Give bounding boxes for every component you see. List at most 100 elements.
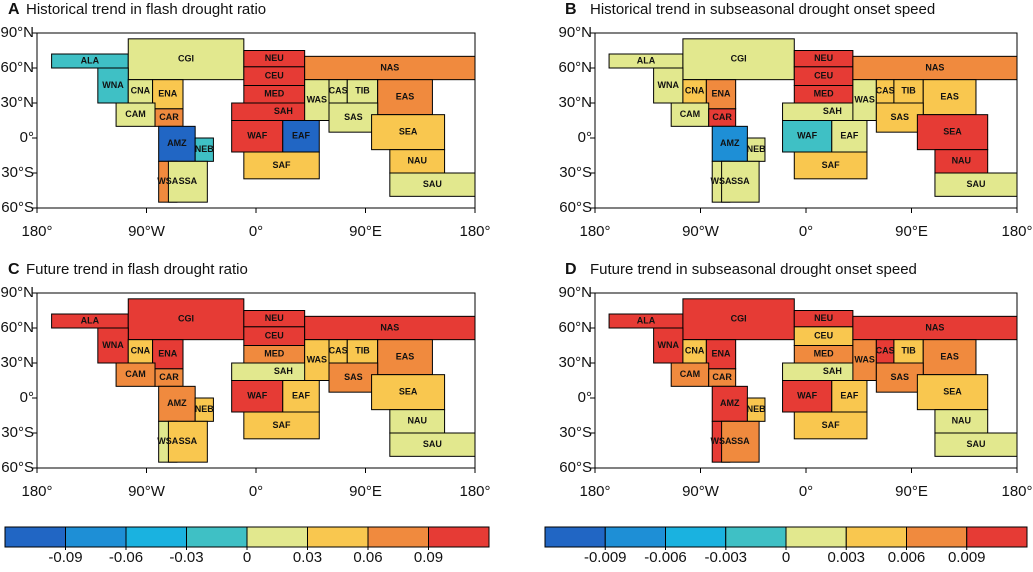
region-label: AMZ bbox=[720, 138, 740, 148]
x-tick-label: 180° bbox=[459, 483, 490, 500]
region-label: CNA bbox=[131, 346, 151, 356]
region-label: CGI bbox=[731, 314, 747, 324]
region-label: CAS bbox=[329, 346, 348, 356]
region bbox=[653, 67, 684, 104]
panel-title: Historical trend in flash drought ratio bbox=[26, 1, 266, 18]
region-label: MED bbox=[814, 89, 835, 99]
region bbox=[682, 38, 795, 81]
region bbox=[243, 151, 320, 180]
region-label: WAF bbox=[797, 391, 817, 401]
region-label: NAU bbox=[952, 416, 972, 426]
region bbox=[97, 67, 129, 104]
region-label: SSA bbox=[179, 436, 198, 446]
y-tick-label: 30°S bbox=[1, 424, 34, 441]
region-label: ENA bbox=[158, 89, 178, 99]
y-tick-label: 90°N bbox=[0, 284, 34, 301]
colorbar-tick-label: 0.006 bbox=[888, 549, 926, 566]
region-label: EAF bbox=[292, 391, 311, 401]
x-tick-label: 180° bbox=[21, 223, 52, 240]
x-tick-label: 90°E bbox=[895, 223, 928, 240]
region-label: WAS bbox=[854, 94, 875, 104]
y-tick-label: 30°S bbox=[1, 164, 34, 181]
x-tick-label: 0° bbox=[249, 483, 263, 500]
region-label: NEB bbox=[195, 404, 215, 414]
y-tick-label: 0° bbox=[20, 129, 34, 146]
region-label: SAH bbox=[823, 106, 842, 116]
region-label: CAM bbox=[680, 109, 701, 119]
region-label: WNA bbox=[102, 80, 124, 90]
region-label: NAS bbox=[925, 322, 944, 332]
region-label: CNA bbox=[685, 86, 705, 96]
panel-title: Future trend in flash drought ratio bbox=[26, 261, 248, 278]
region-label: CAR bbox=[159, 372, 179, 382]
region-label: CAM bbox=[125, 109, 146, 119]
region-label: TIB bbox=[901, 86, 916, 96]
colorbar-tick-label: -0.06 bbox=[109, 549, 143, 566]
region-label: NAU bbox=[407, 416, 427, 426]
region-label: CGI bbox=[731, 54, 747, 64]
y-tick-label: 0° bbox=[578, 129, 592, 146]
colorbar-tick-label: 0.09 bbox=[414, 549, 443, 566]
region-label: CEU bbox=[814, 71, 833, 81]
region-label: SAF bbox=[822, 420, 841, 430]
region bbox=[793, 151, 868, 180]
colorbar-bin bbox=[906, 526, 968, 548]
region-label: WSA bbox=[157, 436, 178, 446]
x-tick-label: 180° bbox=[459, 223, 490, 240]
y-tick-label: 60°N bbox=[558, 59, 592, 76]
region bbox=[304, 339, 330, 381]
region-label: CAM bbox=[680, 369, 701, 379]
region-label: SAU bbox=[966, 439, 985, 449]
region-label: MED bbox=[264, 349, 285, 359]
colorbar-bin bbox=[665, 526, 727, 548]
region-label: WAF bbox=[247, 391, 267, 401]
colorbar-bin bbox=[186, 526, 248, 548]
region-label: AMZ bbox=[167, 398, 187, 408]
region-label: SAF bbox=[273, 420, 292, 430]
region-label: NEU bbox=[814, 53, 833, 63]
region bbox=[916, 374, 989, 411]
panel-title: Future trend in subseasonal drought onse… bbox=[590, 261, 917, 278]
y-tick-label: 30°N bbox=[0, 94, 34, 111]
y-tick-label: 0° bbox=[578, 389, 592, 406]
region-label: CEU bbox=[265, 71, 284, 81]
panel-letter: C bbox=[8, 261, 20, 278]
y-tick-label: 30°S bbox=[559, 164, 592, 181]
region bbox=[127, 298, 245, 341]
region-label: WAF bbox=[247, 131, 267, 141]
region-label: SAS bbox=[344, 112, 363, 122]
region-label: TIB bbox=[355, 86, 370, 96]
region-label: EAS bbox=[396, 352, 415, 362]
y-tick-label: 60°S bbox=[559, 459, 592, 476]
y-tick-label: 30°N bbox=[558, 94, 592, 111]
x-tick-label: 90°W bbox=[128, 223, 166, 240]
colorbar-bin bbox=[307, 526, 369, 548]
region-label: WSA bbox=[711, 176, 732, 186]
region-label: WAS bbox=[307, 354, 328, 364]
region-label: SEA bbox=[399, 127, 418, 137]
x-tick-label: 0° bbox=[799, 223, 813, 240]
colorbar-bin bbox=[966, 526, 1028, 548]
region-label: WAS bbox=[307, 94, 328, 104]
region bbox=[97, 327, 129, 364]
region bbox=[152, 79, 184, 110]
region-label: SAH bbox=[274, 366, 293, 376]
x-tick-label: 180° bbox=[1001, 483, 1032, 500]
region bbox=[875, 102, 924, 133]
region-label: WSA bbox=[711, 436, 732, 446]
region-label: NAU bbox=[952, 156, 972, 166]
region-label: ALA bbox=[81, 315, 100, 325]
region-label: WAF bbox=[797, 131, 817, 141]
region-label: SSA bbox=[731, 436, 750, 446]
colorbar-bin bbox=[367, 526, 429, 548]
region-label: EAS bbox=[940, 92, 959, 102]
region-label: ALA bbox=[81, 55, 100, 65]
region-label: SSA bbox=[179, 176, 198, 186]
region-label: ENA bbox=[712, 89, 732, 99]
region-label: CAM bbox=[125, 369, 146, 379]
y-tick-label: 30°N bbox=[558, 354, 592, 371]
region bbox=[328, 102, 379, 133]
region-label: TIB bbox=[355, 346, 370, 356]
region-label: CNA bbox=[131, 86, 151, 96]
x-tick-label: 180° bbox=[579, 483, 610, 500]
